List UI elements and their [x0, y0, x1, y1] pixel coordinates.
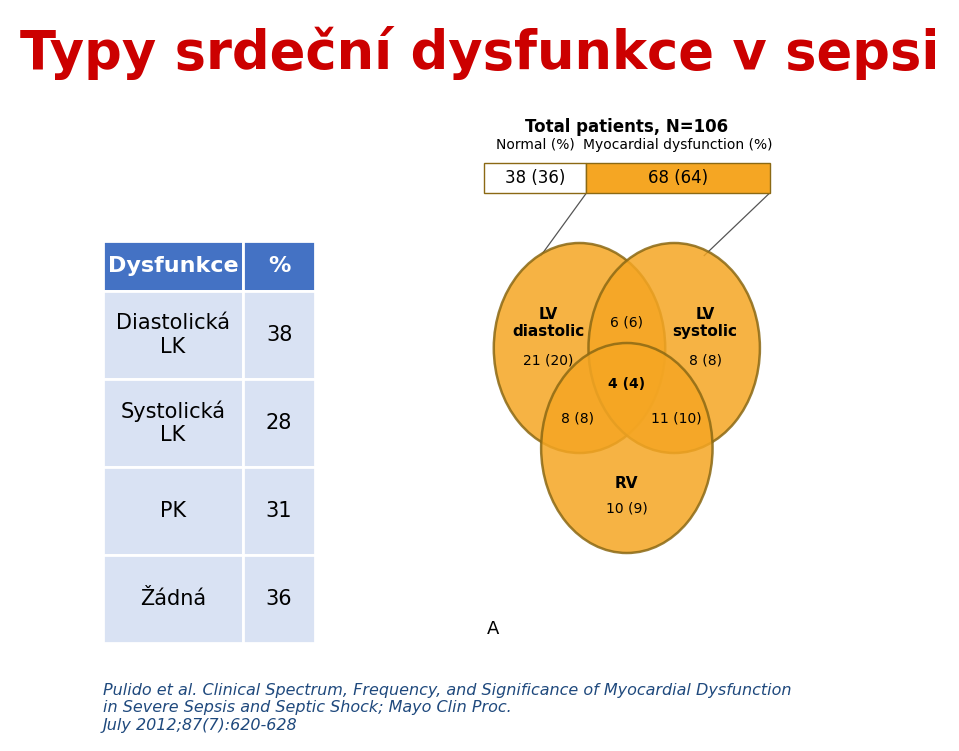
FancyBboxPatch shape — [103, 291, 244, 379]
Text: 11 (10): 11 (10) — [650, 411, 701, 425]
FancyBboxPatch shape — [103, 241, 244, 291]
FancyBboxPatch shape — [244, 467, 315, 555]
Text: %: % — [268, 256, 291, 276]
Text: Myocardial dysfunction (%): Myocardial dysfunction (%) — [583, 138, 773, 152]
FancyBboxPatch shape — [103, 379, 244, 467]
FancyBboxPatch shape — [103, 555, 244, 643]
FancyBboxPatch shape — [586, 163, 770, 193]
Text: 31: 31 — [266, 501, 292, 521]
Text: Systolická
LK: Systolická LK — [121, 400, 225, 445]
Text: Žádná: Žádná — [140, 589, 206, 609]
Text: Pulido et al. Clinical Spectrum, Frequency, and Significance of Myocardial Dysfu: Pulido et al. Clinical Spectrum, Frequen… — [103, 683, 791, 733]
Text: LV
diastolic: LV diastolic — [512, 307, 585, 339]
Text: 8 (8): 8 (8) — [689, 353, 722, 367]
Text: LV
systolic: LV systolic — [672, 307, 737, 339]
FancyBboxPatch shape — [244, 379, 315, 467]
Text: 4 (4): 4 (4) — [608, 377, 645, 391]
Text: 21 (20): 21 (20) — [524, 353, 573, 367]
Text: 28: 28 — [266, 413, 292, 433]
Circle shape — [494, 243, 666, 453]
Text: Diastolická
LK: Diastolická LK — [116, 313, 230, 357]
FancyBboxPatch shape — [244, 291, 315, 379]
Text: Normal (%): Normal (%) — [496, 138, 574, 152]
Text: PK: PK — [160, 501, 186, 521]
Text: 36: 36 — [266, 589, 292, 609]
Text: A: A — [486, 620, 499, 638]
Text: 6 (6): 6 (6) — [610, 316, 643, 330]
Circle shape — [589, 243, 760, 453]
Text: Typy srdeční dysfunkce v sepsi: Typy srdeční dysfunkce v sepsi — [20, 26, 939, 80]
FancyBboxPatch shape — [103, 467, 244, 555]
Circle shape — [541, 343, 713, 553]
FancyBboxPatch shape — [484, 163, 586, 193]
Text: RV: RV — [615, 475, 639, 490]
Text: 8 (8): 8 (8) — [561, 411, 595, 425]
Text: Dysfunkce: Dysfunkce — [107, 256, 238, 276]
FancyBboxPatch shape — [244, 555, 315, 643]
FancyBboxPatch shape — [244, 241, 315, 291]
Text: 38 (36): 38 (36) — [505, 169, 566, 187]
Text: 68 (64): 68 (64) — [648, 169, 708, 187]
Text: Total patients, N=106: Total patients, N=106 — [526, 118, 729, 136]
Text: 10 (9): 10 (9) — [606, 501, 647, 515]
Text: 38: 38 — [266, 325, 292, 345]
